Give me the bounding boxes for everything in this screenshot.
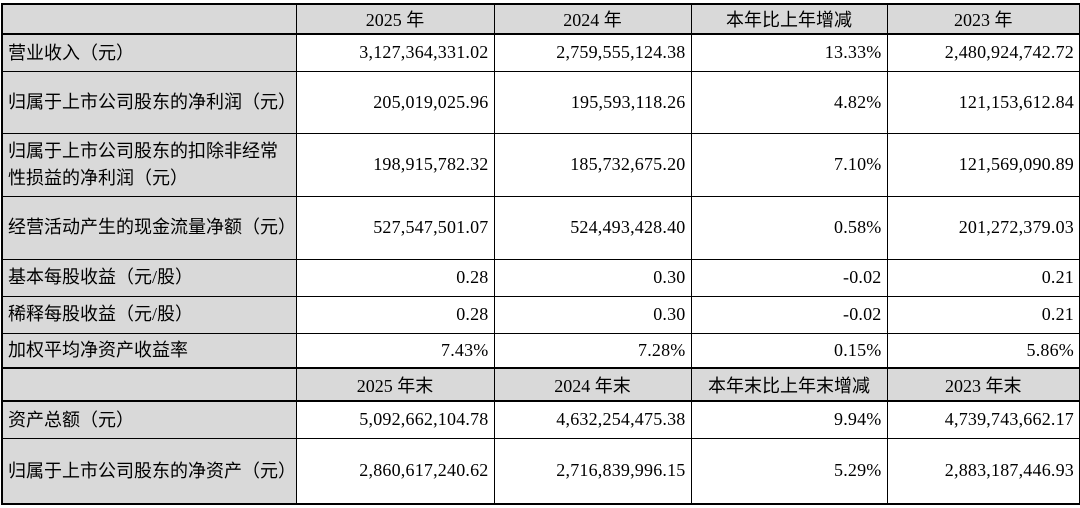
row-label: 营业收入（元） (1, 33, 297, 72)
yearend-header-row: 2025 年末 2024 年末 本年末比上年末增减 2023 年末 (1, 367, 1080, 402)
table-row-diluted-eps: 稀释每股收益（元/股） 0.28 0.30 -0.02 0.21 (1, 295, 1080, 334)
value-2023: 121,153,612.84 (886, 70, 1080, 134)
row-label: 经营活动产生的现金流量净额（元） (1, 195, 297, 260)
row-label: 资产总额（元） (1, 400, 297, 439)
value-2025-end: 2,860,617,240.62 (295, 437, 495, 505)
row-label: 归属于上市公司股东的净利润（元） (1, 70, 297, 134)
table-row-revenue: 营业收入（元） 3,127,364,331.02 2,759,555,124.3… (1, 33, 1080, 72)
value-2024-end: 4,632,254,475.38 (493, 400, 692, 439)
value-2023-end: 4,739,743,662.17 (886, 400, 1080, 439)
table-row-net-assets: 归属于上市公司股东的净资产（元） 2,860,617,240.62 2,716,… (1, 437, 1080, 505)
value-change: 0.58% (690, 195, 888, 260)
value-2024: 2,759,555,124.38 (493, 33, 692, 72)
row-label: 稀释每股收益（元/股） (1, 295, 297, 334)
value-change: 7.10% (690, 132, 888, 197)
corner-cell (1, 3, 297, 35)
value-2023: 121,569,090.89 (886, 132, 1080, 197)
row-label: 归属于上市公司股东的扣除非经常性损益的净利润（元） (1, 132, 297, 197)
value-2025: 527,547,501.07 (295, 195, 495, 260)
column-header-2024-end: 2024 年末 (493, 367, 692, 402)
value-2024-end: 2,716,839,996.15 (493, 437, 692, 505)
value-2025: 0.28 (295, 258, 495, 297)
column-header-2024: 2024 年 (493, 3, 692, 35)
key-accounting-data-table: 2025 年 2024 年 本年比上年增减 2023 年 营业收入（元） 3,1… (1, 3, 1080, 505)
value-change: -0.02 (690, 258, 888, 297)
column-header-yearend-change: 本年末比上年末增减 (690, 367, 888, 402)
column-header-yoy-change: 本年比上年增减 (690, 3, 888, 35)
value-2024: 0.30 (493, 295, 692, 334)
row-label: 基本每股收益（元/股） (1, 258, 297, 297)
value-2024: 185,732,675.20 (493, 132, 692, 197)
value-change: 0.15% (690, 332, 888, 369)
value-2025: 0.28 (295, 295, 495, 334)
column-header-2025-end: 2025 年末 (295, 367, 495, 402)
value-2023: 2,480,924,742.72 (886, 33, 1080, 72)
table-row-weighted-avg-roe: 加权平均净资产收益率 7.43% 7.28% 0.15% 5.86% (1, 332, 1080, 369)
value-2025-end: 5,092,662,104.78 (295, 400, 495, 439)
value-2023-end: 2,883,187,446.93 (886, 437, 1080, 505)
column-header-2025: 2025 年 (295, 3, 495, 35)
value-2025: 198,915,782.32 (295, 132, 495, 197)
row-label: 加权平均净资产收益率 (1, 332, 297, 369)
value-2024: 195,593,118.26 (493, 70, 692, 134)
value-2025: 7.43% (295, 332, 495, 369)
value-change: -0.02 (690, 295, 888, 334)
value-2023: 0.21 (886, 258, 1080, 297)
value-2024: 0.30 (493, 258, 692, 297)
value-change: 4.82% (690, 70, 888, 134)
value-2025: 3,127,364,331.02 (295, 33, 495, 72)
table-row-net-profit-excl-nonrecurring: 归属于上市公司股东的扣除非经常性损益的净利润（元） 198,915,782.32… (1, 132, 1080, 197)
row-label: 归属于上市公司股东的净资产（元） (1, 437, 297, 505)
column-header-2023-end: 2023 年末 (886, 367, 1080, 402)
value-2025: 205,019,025.96 (295, 70, 495, 134)
corner-cell (1, 367, 297, 402)
value-2024: 7.28% (493, 332, 692, 369)
value-change: 13.33% (690, 33, 888, 72)
table-row-basic-eps: 基本每股收益（元/股） 0.28 0.30 -0.02 0.21 (1, 258, 1080, 297)
table-row-total-assets: 资产总额（元） 5,092,662,104.78 4,632,254,475.3… (1, 400, 1080, 439)
column-header-2023: 2023 年 (886, 3, 1080, 35)
year-header-row: 2025 年 2024 年 本年比上年增减 2023 年 (1, 3, 1080, 35)
value-2024: 524,493,428.40 (493, 195, 692, 260)
table-row-operating-cash-flow: 经营活动产生的现金流量净额（元） 527,547,501.07 524,493,… (1, 195, 1080, 260)
value-2023: 0.21 (886, 295, 1080, 334)
value-change: 5.29% (690, 437, 888, 505)
value-2023: 5.86% (886, 332, 1080, 369)
value-change: 9.94% (690, 400, 888, 439)
value-2023: 201,272,379.03 (886, 195, 1080, 260)
table-row-net-profit: 归属于上市公司股东的净利润（元） 205,019,025.96 195,593,… (1, 70, 1080, 134)
